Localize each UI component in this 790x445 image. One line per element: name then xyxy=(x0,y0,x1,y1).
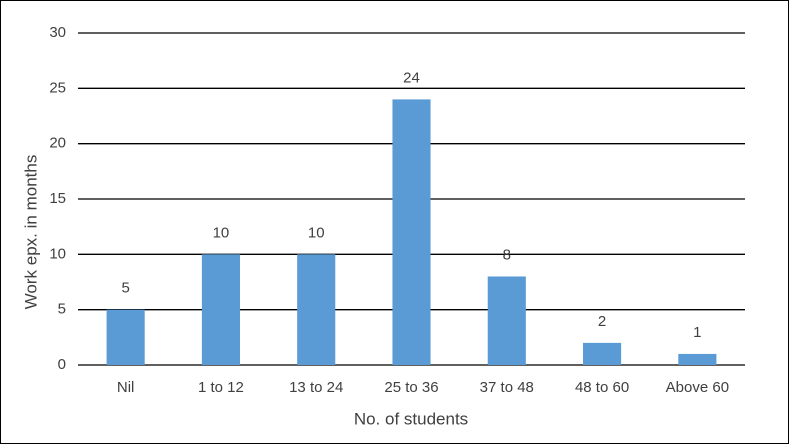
x-tick-label: 48 to 60 xyxy=(575,379,629,396)
bar xyxy=(106,309,145,365)
data-label: 24 xyxy=(403,69,420,86)
y-tick-label: 10 xyxy=(49,245,66,262)
x-tick-label: Nil xyxy=(117,379,135,396)
bar xyxy=(297,254,336,365)
bar xyxy=(201,254,240,365)
bar xyxy=(487,276,526,365)
y-tick-label: 25 xyxy=(49,79,66,96)
data-label: 5 xyxy=(121,280,129,297)
data-label: 1 xyxy=(693,324,701,341)
x-tick-label: 25 to 36 xyxy=(384,379,438,396)
x-tick-label: Above 60 xyxy=(666,379,729,396)
y-tick-label: 15 xyxy=(49,190,66,207)
data-label: 10 xyxy=(213,224,230,241)
y-tick-label: 0 xyxy=(58,356,66,373)
data-label: 10 xyxy=(308,224,325,241)
data-label: 8 xyxy=(503,246,511,263)
x-tick-label: 1 to 12 xyxy=(198,379,244,396)
bar xyxy=(583,342,622,365)
x-axis-label: No. of students xyxy=(354,409,468,428)
y-tick-label: 30 xyxy=(49,24,66,41)
data-label: 2 xyxy=(598,313,606,330)
x-tick-label: 13 to 24 xyxy=(289,379,343,396)
y-tick-label: 5 xyxy=(58,301,66,318)
y-axis-label: Work epx. in months xyxy=(21,155,40,310)
bar xyxy=(392,99,431,366)
x-tick-label: 37 to 48 xyxy=(480,379,534,396)
bar xyxy=(678,353,717,365)
y-tick-label: 20 xyxy=(49,135,66,152)
